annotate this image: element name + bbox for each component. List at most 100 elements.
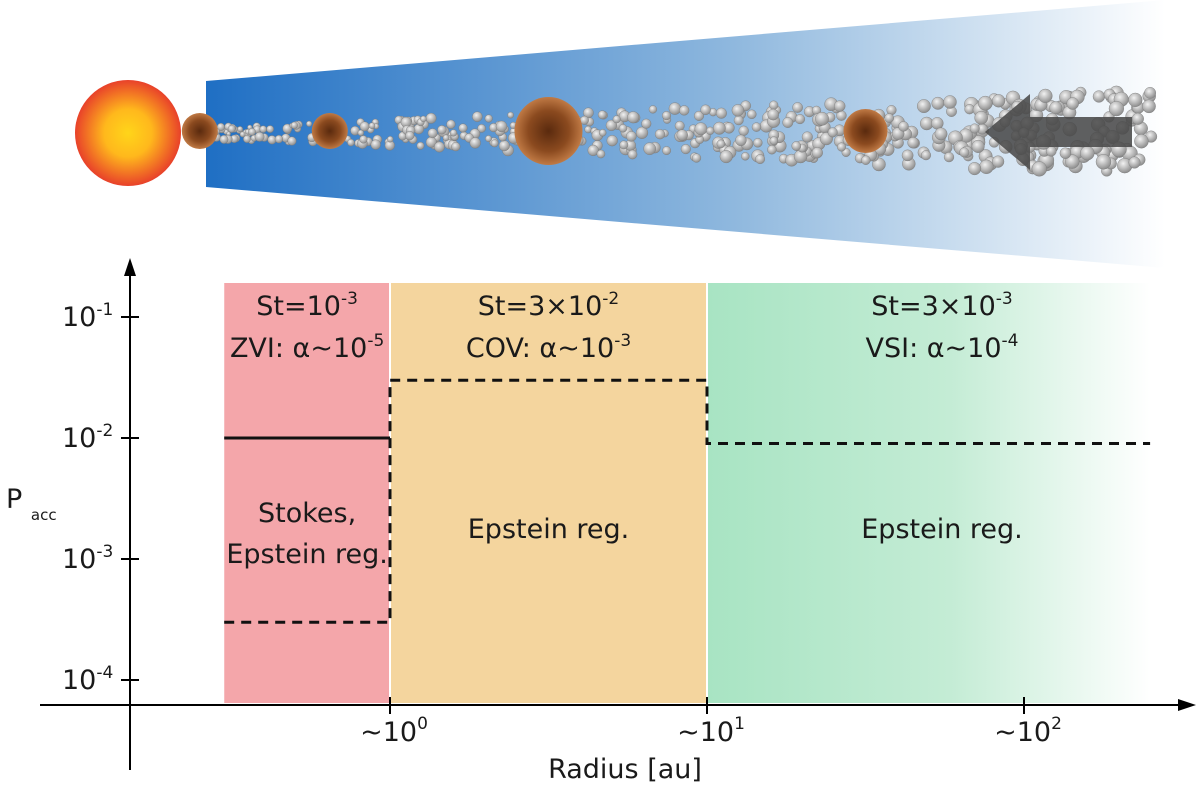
pebble xyxy=(668,102,682,115)
y-axis-arrowhead xyxy=(124,258,136,276)
pebble xyxy=(654,129,666,140)
pebble xyxy=(834,100,846,112)
pebble xyxy=(433,141,445,153)
pebble xyxy=(978,95,993,111)
pebble xyxy=(227,124,236,133)
x-tick-label-3-base: ~10 xyxy=(994,717,1051,748)
pebble xyxy=(306,120,313,127)
pebble xyxy=(791,141,802,151)
x-tick-label-1: ~100 xyxy=(360,714,428,748)
planetesimal-4 xyxy=(843,109,888,153)
y-tick-label-4-base: 10 xyxy=(62,665,96,696)
pebble xyxy=(959,147,970,158)
pebble xyxy=(485,135,492,143)
disk-illustration xyxy=(75,0,1165,268)
region-1-stokes-number: St=10-3 xyxy=(256,289,358,322)
pebble xyxy=(1049,101,1063,115)
pebble xyxy=(694,110,705,121)
pebble xyxy=(254,131,265,142)
pebble xyxy=(934,127,948,141)
pebble xyxy=(243,135,251,143)
region-2-stokes-number-exp: -2 xyxy=(602,289,619,309)
pebble xyxy=(490,139,499,148)
pebble xyxy=(884,113,895,123)
pebble xyxy=(626,130,637,142)
pebble xyxy=(437,125,447,135)
region-1-regime-line-1: Stokes, xyxy=(258,498,356,529)
pebble xyxy=(706,126,715,135)
region-3-alpha: VSI: α~10-4 xyxy=(866,331,1019,364)
pebble xyxy=(239,131,246,138)
pebble xyxy=(753,138,763,148)
pebble xyxy=(917,99,931,114)
pebble xyxy=(266,125,274,133)
pebble xyxy=(1031,161,1047,177)
pebble xyxy=(347,138,355,147)
pebble xyxy=(1065,154,1080,169)
y-tick-label-3: 10-3 xyxy=(62,542,113,575)
pebble xyxy=(237,126,244,133)
pebble xyxy=(1128,156,1141,169)
region-3-stokes-number-exp: -3 xyxy=(996,289,1013,309)
pebble xyxy=(425,112,437,124)
y-axis-label-sub: acc xyxy=(31,506,57,524)
pebble xyxy=(370,139,381,150)
pebble xyxy=(1095,154,1112,170)
series-layer xyxy=(224,378,1151,624)
region-3-alpha-main: VSI: α~10 xyxy=(866,333,1002,364)
pebble xyxy=(643,142,657,155)
region-2-alpha-exp: -3 xyxy=(614,331,631,351)
planetesimal-1 xyxy=(181,113,218,149)
y-tick-label-1-exp: -1 xyxy=(96,300,113,320)
region-1-alpha-exp: -5 xyxy=(367,331,384,351)
inward-drift-arrow xyxy=(985,94,1132,170)
x-tick-label-3-exp: 2 xyxy=(1051,714,1062,734)
region-1-background xyxy=(224,283,390,703)
pebble xyxy=(387,135,394,143)
pebble xyxy=(931,117,944,130)
x-axis-label: Radius [au] xyxy=(548,754,702,785)
pebble xyxy=(472,111,483,122)
pebble xyxy=(767,144,777,155)
pebble xyxy=(971,139,985,153)
pebble xyxy=(827,127,838,138)
region-1-stokes-number-exp: -3 xyxy=(341,289,358,309)
pebble xyxy=(1108,100,1125,117)
pebble xyxy=(1128,92,1143,108)
x-ticks: ~100 ~101 ~102 xyxy=(360,697,1062,748)
series-epstein-dashed-line xyxy=(224,378,1151,624)
pebble xyxy=(648,105,658,114)
pebble xyxy=(449,129,458,137)
pebble xyxy=(359,121,370,132)
pebble xyxy=(907,136,919,149)
pebble xyxy=(716,139,726,149)
pebble xyxy=(612,115,621,124)
y-tick-label-4-exp: -4 xyxy=(96,663,113,683)
pebble xyxy=(498,140,510,152)
pebble xyxy=(747,109,757,120)
pebble xyxy=(755,154,765,165)
pebble xyxy=(674,120,685,131)
y-tick-label-2-exp: -2 xyxy=(96,421,113,441)
pebble xyxy=(641,118,652,129)
pebble xyxy=(405,131,415,141)
pebble xyxy=(1080,145,1095,161)
pebble xyxy=(767,108,780,121)
pebble xyxy=(676,129,688,141)
pebble xyxy=(1092,90,1106,103)
pebble xyxy=(469,137,481,149)
region-1-alpha: ZVI: α~10-5 xyxy=(230,331,384,364)
pebble xyxy=(596,149,606,159)
pebble xyxy=(974,111,989,125)
region-2-alpha: COV: α~10-3 xyxy=(466,331,631,364)
pebble xyxy=(735,134,747,147)
pebble xyxy=(359,135,368,144)
pebble xyxy=(1144,87,1157,99)
pebble xyxy=(691,153,702,163)
region-3-stokes-number: St=3×10-3 xyxy=(871,289,1012,322)
y-axis-label: P acc xyxy=(6,484,57,524)
y-tick-label-2-base: 10 xyxy=(62,423,96,454)
pebble xyxy=(484,114,493,123)
